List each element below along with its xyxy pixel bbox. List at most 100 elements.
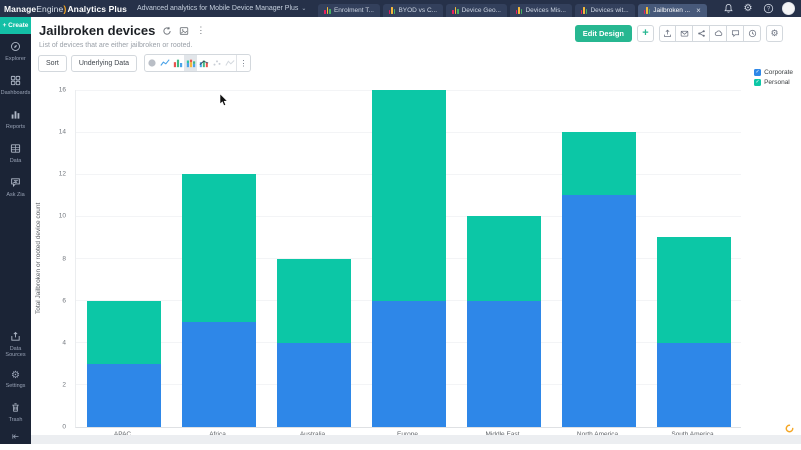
bar-segment-corporate[interactable] xyxy=(276,342,351,427)
sidebar-nav-bottom: Data Sources ⚙ Settings Trash xyxy=(0,324,31,429)
bar-segment-personal[interactable] xyxy=(371,90,446,301)
y-axis-title: Total Jailbroken or rooted device count xyxy=(35,202,42,315)
refresh-icon[interactable] xyxy=(162,26,172,36)
view-tab-4[interactable]: Devices Mis... xyxy=(509,4,572,17)
sidebar-item-label: Reports xyxy=(5,124,26,131)
bar-segment-corporate[interactable] xyxy=(181,321,256,427)
sidebar-item-label: Dashboards xyxy=(0,90,31,97)
bar-segment-corporate[interactable] xyxy=(86,363,161,427)
history-button[interactable] xyxy=(744,25,761,42)
sidebar-item-dashboards[interactable]: Dashboards xyxy=(0,68,31,102)
mail-button[interactable] xyxy=(676,25,693,42)
sidebar-collapse-button[interactable] xyxy=(0,429,31,444)
sidebar-item-ask-zia[interactable]: Ask Zia xyxy=(0,170,31,204)
reports-icon xyxy=(10,109,21,122)
bar-apac xyxy=(76,90,171,427)
legend-checkbox-personal[interactable]: ✓ xyxy=(754,79,762,86)
comment-button[interactable] xyxy=(727,25,744,42)
settings-icon[interactable]: ⚙ xyxy=(743,3,753,14)
more-chart-options-icon[interactable]: ⋮ xyxy=(236,55,250,71)
workspace-selector[interactable]: Advanced analytics for Mobile Device Man… xyxy=(137,5,307,12)
create-button[interactable]: + Create xyxy=(0,17,31,34)
bar-segment-personal[interactable] xyxy=(466,216,541,301)
bar-chart-icon[interactable] xyxy=(171,55,184,71)
y-axis-ticks: 0 2 4 6 8 10 12 14 16 xyxy=(49,87,71,431)
bar-australia xyxy=(266,90,361,427)
view-tab-3[interactable]: Device Geo... xyxy=(446,4,507,17)
sort-button[interactable]: Sort xyxy=(38,54,67,72)
user-avatar[interactable] xyxy=(782,2,795,15)
data-sources-icon xyxy=(10,331,21,344)
sidebar-item-trash[interactable]: Trash xyxy=(0,395,31,429)
x-axis-label: North America xyxy=(550,431,645,438)
add-button[interactable]: + xyxy=(637,25,654,42)
bar-europe xyxy=(361,90,456,427)
x-axis-label: South America xyxy=(645,431,740,438)
report-subtitle: List of devices that are either jailbrok… xyxy=(39,42,193,49)
notifications-icon[interactable] xyxy=(722,3,734,15)
sidebar-item-data-sources[interactable]: Data Sources xyxy=(0,324,31,364)
view-tab-2[interactable]: BYOD vs C... xyxy=(382,4,444,17)
bar-segment-personal[interactable] xyxy=(561,132,636,196)
logo-swoosh-icon: ) xyxy=(63,3,67,14)
x-axis-label: Africa xyxy=(170,431,265,438)
bar-segment-corporate[interactable] xyxy=(561,195,636,427)
loading-spinner-icon xyxy=(785,420,794,433)
chart-tab-icon xyxy=(580,7,588,14)
sidebar-item-settings[interactable]: ⚙ Settings xyxy=(0,364,31,395)
sidebar-item-reports[interactable]: Reports xyxy=(0,102,31,136)
pie-chart-icon[interactable] xyxy=(145,55,158,71)
legend-label: Personal xyxy=(764,79,790,86)
bar-segment-corporate[interactable] xyxy=(656,342,731,427)
area-chart-icon[interactable] xyxy=(223,55,236,71)
legend-item-personal[interactable]: ✓ Personal xyxy=(754,79,793,86)
explorer-icon xyxy=(10,41,21,54)
line-chart-icon[interactable] xyxy=(158,55,171,71)
y-tick-label: 8 xyxy=(62,255,66,262)
bar-series xyxy=(76,90,741,427)
chart-type-switcher: ⋮ xyxy=(144,54,252,72)
scatter-chart-icon[interactable] xyxy=(210,55,223,71)
publish-button[interactable] xyxy=(710,25,727,42)
sidebar-item-explorer[interactable]: Explorer xyxy=(0,34,31,68)
underlying-data-button[interactable]: Underlying Data xyxy=(70,54,138,72)
share-button[interactable] xyxy=(693,25,710,42)
help-icon[interactable]: ? xyxy=(762,3,774,15)
y-tick-label: 0 xyxy=(62,423,66,431)
edit-design-button[interactable]: Edit Design xyxy=(574,25,632,42)
combo-chart-icon[interactable] xyxy=(197,55,210,71)
sidebar-item-label: Trash xyxy=(8,416,23,423)
tab-label: Enrolment T... xyxy=(333,7,374,14)
stacked-bar-chart-icon[interactable] xyxy=(184,55,198,71)
more-vertical-icon[interactable]: ⋮ xyxy=(196,25,206,35)
view-tab-6[interactable]: Jailbroken ... × xyxy=(637,4,707,17)
bar-segment-corporate[interactable] xyxy=(371,300,446,427)
bar-segment-personal[interactable] xyxy=(276,258,351,343)
view-tab-1[interactable]: Enrolment T... xyxy=(318,4,380,17)
bar-segment-personal[interactable] xyxy=(656,237,731,343)
ask-zia-icon xyxy=(10,177,21,190)
report-settings-button[interactable]: ⚙ xyxy=(766,25,783,42)
legend-item-corporate[interactable]: ✓ Corporate xyxy=(754,69,793,76)
app-body: + Create Explorer Dashboards Reports Data As… xyxy=(0,17,801,444)
chevron-down-icon: ⌄ xyxy=(301,6,307,12)
legend-label: Corporate xyxy=(764,69,793,76)
sidebar-item-data[interactable]: Data xyxy=(0,136,31,170)
export-icon xyxy=(663,25,672,43)
bar-segment-corporate[interactable] xyxy=(466,300,541,427)
sidebar-item-label: Explorer xyxy=(5,56,26,63)
y-tick-label: 14 xyxy=(58,128,66,136)
workspace-name: Advanced analytics for Mobile Device Man… xyxy=(136,5,299,12)
export-button[interactable] xyxy=(659,25,676,42)
view-tab-5[interactable]: Devices wit... xyxy=(574,4,635,17)
close-icon[interactable]: × xyxy=(696,6,701,15)
legend-checkbox-corporate[interactable]: ✓ xyxy=(754,69,762,76)
bar-segment-personal[interactable] xyxy=(181,174,256,322)
chart-legend: ✓ Corporate ✓ Personal xyxy=(754,69,793,86)
bar-segment-personal[interactable] xyxy=(86,300,161,364)
y-tick-label: 6 xyxy=(62,297,66,305)
x-axis-label: Australia xyxy=(265,431,360,438)
bar-north-america xyxy=(551,90,646,427)
export-image-icon[interactable] xyxy=(179,26,189,36)
